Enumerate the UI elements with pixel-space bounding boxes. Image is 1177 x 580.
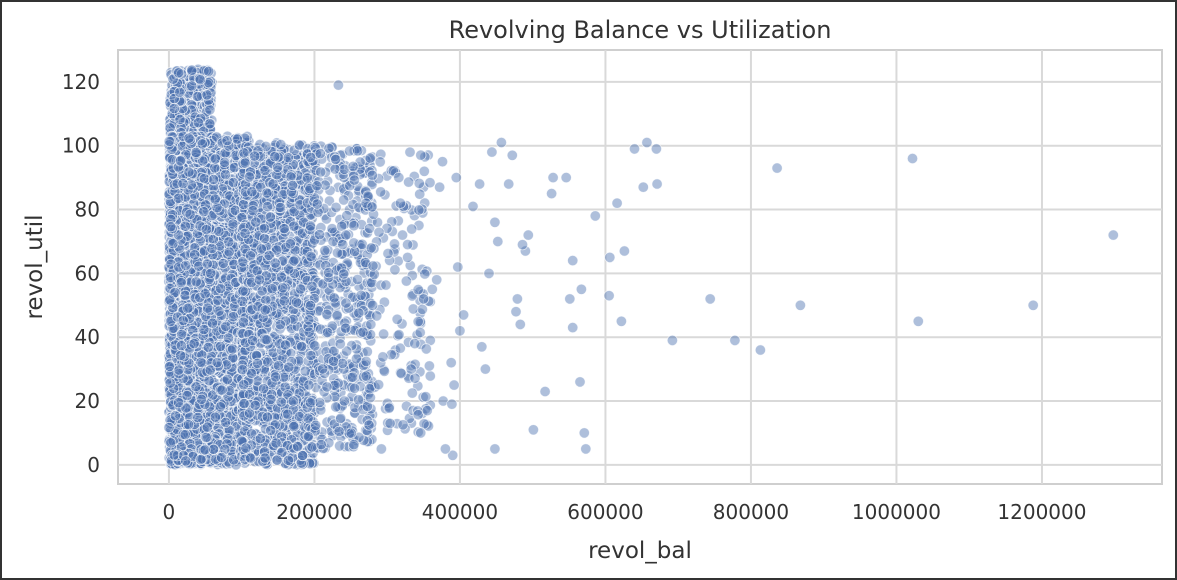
data-point [190, 380, 202, 393]
data-point [198, 323, 210, 336]
data-point [174, 155, 187, 167]
data-point [182, 302, 194, 314]
data-point [196, 138, 208, 150]
chart-title: Revolving Balance vs Utilization [449, 16, 832, 44]
data-point [199, 444, 211, 456]
data-point [221, 373, 233, 386]
data-point [227, 218, 239, 230]
data-point [173, 67, 185, 79]
data-point [200, 224, 212, 236]
data-point [168, 102, 180, 115]
data-point [227, 177, 239, 189]
data-point [182, 418, 195, 431]
data-point [203, 375, 215, 387]
data-point [189, 249, 201, 261]
data-point [199, 288, 211, 300]
data-point [184, 208, 196, 220]
data-point [188, 337, 200, 350]
data-point [202, 302, 214, 314]
data-point [173, 397, 185, 409]
data-point [172, 192, 185, 204]
data-point [164, 294, 176, 306]
data-point [209, 411, 221, 423]
data-point [174, 113, 186, 126]
data-point [216, 384, 228, 396]
data-point [206, 317, 219, 329]
data-point [176, 328, 188, 340]
data-point [214, 340, 226, 352]
data-point [164, 271, 177, 284]
data-point [163, 135, 175, 147]
data-point [173, 364, 185, 376]
data-point [198, 206, 210, 218]
data-point [192, 411, 204, 424]
data-point [175, 276, 187, 289]
data-point [168, 449, 180, 461]
data-point [201, 421, 213, 433]
data-point [204, 118, 216, 130]
data-point [227, 343, 239, 355]
data-point [192, 117, 204, 129]
data-point [163, 421, 175, 434]
data-point [222, 332, 234, 344]
data-point [183, 132, 195, 144]
data-points [163, 63, 1119, 471]
data-point [190, 276, 202, 288]
data-point [198, 173, 210, 185]
data-point [177, 314, 189, 327]
data-point [174, 86, 186, 98]
data-point [165, 221, 177, 233]
data-point [212, 294, 224, 306]
data-point [217, 257, 229, 269]
data-point [223, 246, 235, 258]
data-point [180, 455, 192, 467]
data-point [195, 393, 207, 405]
data-point [215, 282, 227, 295]
data-point [186, 64, 198, 76]
data-point [177, 178, 189, 190]
data-point [200, 431, 212, 443]
data-point [201, 258, 213, 270]
data-point [221, 134, 233, 147]
data-point [179, 220, 191, 232]
data-point [167, 238, 179, 250]
data-point [165, 437, 177, 449]
data-point [219, 168, 232, 181]
data-point [207, 173, 220, 186]
data-point [220, 416, 232, 428]
data-point [205, 267, 217, 279]
data-point [175, 339, 187, 352]
data-point [175, 349, 187, 362]
data-point [216, 451, 228, 464]
data-point [219, 156, 231, 168]
data-point [195, 356, 207, 368]
data-point [180, 259, 192, 271]
data-point [203, 65, 215, 78]
data-point [164, 377, 176, 389]
data-point [179, 429, 191, 441]
data-point [181, 389, 193, 402]
data-point [227, 311, 239, 323]
data-point [204, 364, 216, 376]
data-point [204, 104, 216, 116]
data-point [214, 401, 226, 413]
data-point [194, 74, 206, 86]
data-point [231, 133, 243, 145]
data-point [206, 242, 218, 255]
data-point [201, 89, 213, 101]
data-point [179, 289, 191, 301]
data-point [213, 225, 225, 238]
data-point [220, 320, 232, 332]
data-point [191, 90, 203, 103]
data-point [213, 305, 225, 317]
data-point [186, 80, 198, 92]
data-point [195, 453, 207, 466]
data-point [183, 166, 195, 178]
data-point [209, 193, 221, 205]
